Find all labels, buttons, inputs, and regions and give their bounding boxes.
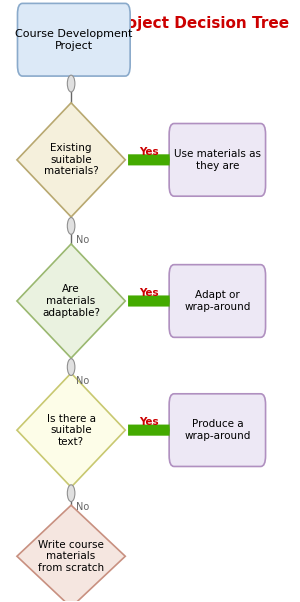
Polygon shape [17, 103, 125, 217]
FancyBboxPatch shape [169, 265, 266, 337]
Text: Existing
suitable
materials?: Existing suitable materials? [44, 143, 98, 176]
Polygon shape [17, 373, 125, 487]
Text: Produce a
wrap-around: Produce a wrap-around [184, 420, 250, 441]
Text: No: No [76, 376, 89, 386]
Polygon shape [17, 244, 125, 358]
Text: Use materials as
they are: Use materials as they are [174, 149, 261, 170]
Text: Are
materials
adaptable?: Are materials adaptable? [42, 284, 100, 318]
Text: Yes: Yes [139, 147, 159, 157]
Text: No: No [76, 502, 89, 512]
Circle shape [67, 75, 75, 92]
Circle shape [67, 485, 75, 501]
FancyBboxPatch shape [169, 394, 266, 467]
Circle shape [67, 217, 75, 234]
Text: Yes: Yes [139, 417, 159, 427]
Text: Adapt or
wrap-around: Adapt or wrap-around [184, 290, 250, 312]
FancyBboxPatch shape [169, 123, 266, 196]
Circle shape [67, 359, 75, 376]
Polygon shape [17, 505, 125, 602]
Text: Yes: Yes [139, 288, 159, 298]
Text: Project Decision Tree: Project Decision Tree [108, 16, 289, 31]
Text: No: No [76, 235, 89, 245]
Text: Is there a
suitable
text?: Is there a suitable text? [46, 414, 96, 447]
Text: Write course
materials
from scratch: Write course materials from scratch [38, 539, 104, 573]
Text: Course Development
Project: Course Development Project [15, 29, 133, 51]
FancyBboxPatch shape [17, 4, 130, 76]
